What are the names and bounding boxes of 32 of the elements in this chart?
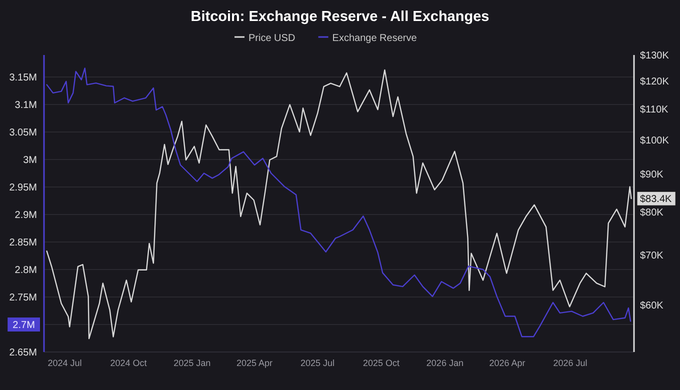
legend-label: Price USD xyxy=(248,33,296,44)
y2-tick-label: $130K xyxy=(640,50,670,62)
y2-tick-label: $70K xyxy=(640,250,664,262)
y-tick-label: 2.7M xyxy=(12,320,35,331)
x-tick-label: 2026 Apr xyxy=(489,358,526,368)
y2-tick-label: $60K xyxy=(640,300,664,312)
y2-tick-label: $110K xyxy=(640,104,669,116)
x-tick-label: 2025 Jan xyxy=(174,358,211,368)
y-tick-label: 2.85M xyxy=(9,238,37,248)
chart-title: Bitcoin: Exchange Reserve - All Exchanges xyxy=(190,9,490,25)
x-tick-label: 2025 Apr xyxy=(236,358,273,368)
y-tick-label: 3.15M xyxy=(9,72,37,84)
legend-label: Exchange Reserve xyxy=(332,33,418,44)
y2-tick-label: $120K xyxy=(640,76,670,88)
x-tick-label: 2024 Oct xyxy=(110,358,148,368)
y2-tick-label: $100K xyxy=(640,135,670,146)
y-tick-label: 2.65M xyxy=(9,348,37,358)
y2-tick-label: $90K xyxy=(640,169,664,180)
x-tick-label: 2026 Jan xyxy=(426,358,464,368)
x-tick-label: 2025 Jul xyxy=(300,358,335,368)
y2-tick-label: $83.4K xyxy=(640,194,672,206)
y-tick-label: 2.75M xyxy=(9,292,37,304)
x-tick-label: 2025 Oct xyxy=(362,358,400,368)
x-tick-label: 2024 Jul xyxy=(48,358,82,368)
y-tick-label: 2.9M xyxy=(14,210,37,221)
y-tick-label: 2.8M xyxy=(14,265,37,276)
y-tick-label: 2.95M xyxy=(9,182,37,194)
y-tick-label: 3M xyxy=(23,155,37,166)
y-tick-label: 3.05M xyxy=(9,128,37,138)
x-tick-label: 2026 Jul xyxy=(553,358,588,368)
y2-tick-label: $80K xyxy=(640,208,664,219)
y-tick-label: 3.1M xyxy=(14,100,37,111)
